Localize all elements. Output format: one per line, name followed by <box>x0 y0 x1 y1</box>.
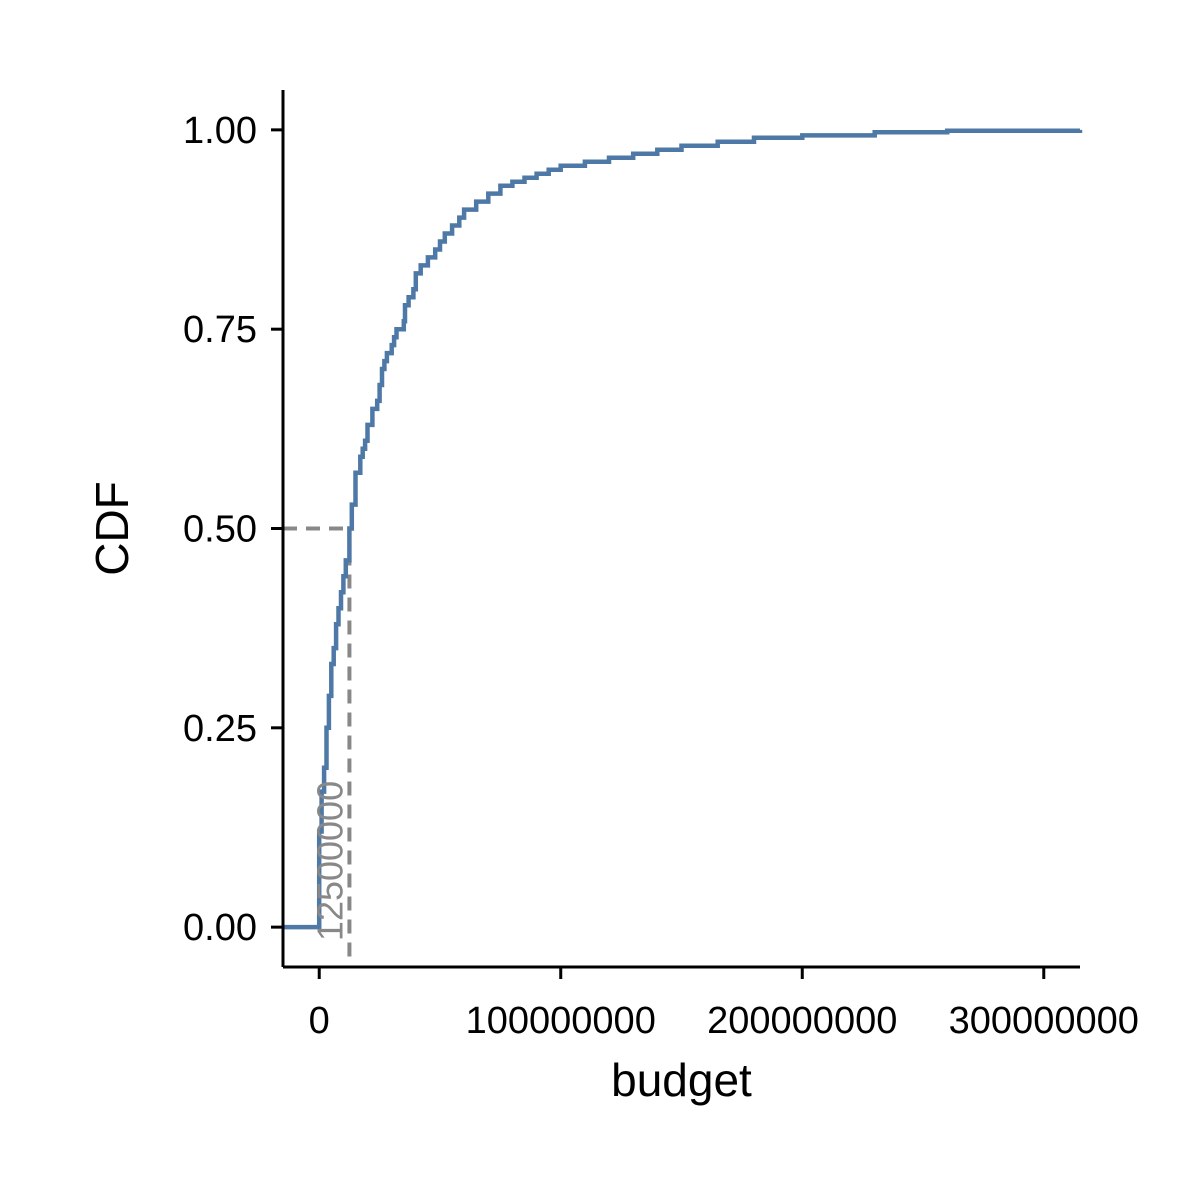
y-tick-label: 1.00 <box>183 110 257 152</box>
median-label: 12500000 <box>309 781 350 941</box>
x-tick-label: 300000000 <box>949 1000 1139 1042</box>
x-tick-label: 100000000 <box>466 1000 656 1042</box>
x-tick-label: 200000000 <box>707 1000 897 1042</box>
y-tick-label: 0.25 <box>183 708 257 750</box>
x-tick-label: 0 <box>309 1000 330 1042</box>
median-reference <box>283 526 352 967</box>
y-tick-label: 0.75 <box>183 309 257 351</box>
x-axis-title: budget <box>611 1054 752 1106</box>
y-axis-title: CDF <box>86 481 138 576</box>
cdf-line <box>283 128 1083 930</box>
x-axis-ticks: 0 100000000 200000000 300000000 <box>309 967 1139 1042</box>
cdf-series <box>283 128 1083 930</box>
y-tick-label: 0.50 <box>183 509 257 551</box>
y-axis-ticks: 0.00 0.25 0.50 0.75 1.00 <box>183 110 283 949</box>
axes <box>281 90 1080 969</box>
y-tick-label: 0.00 <box>183 907 257 949</box>
